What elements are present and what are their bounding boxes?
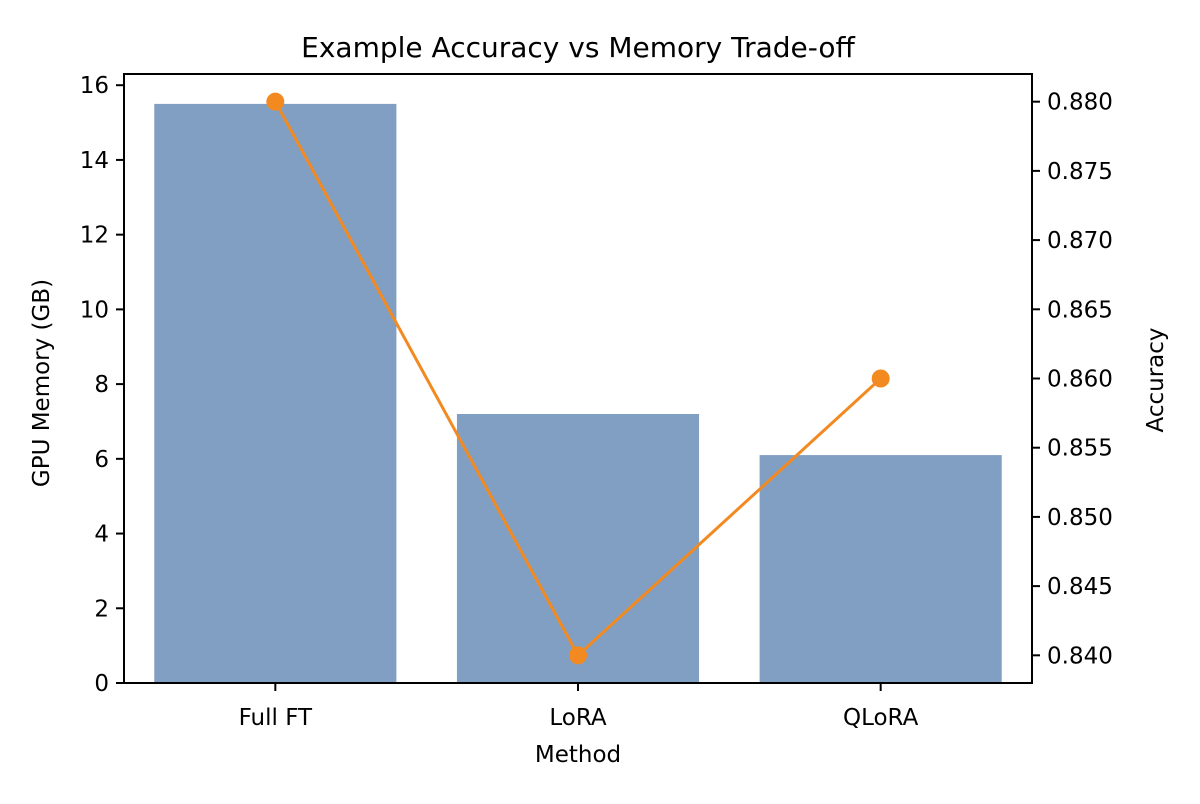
accuracy-point-qlora — [871, 369, 890, 388]
y-tick-label-right: 0.855 — [1047, 436, 1113, 462]
y-tick-label-left: 12 — [80, 223, 109, 249]
y-tick-label-left: 14 — [80, 148, 109, 174]
x-tick-label: LoRA — [549, 705, 607, 731]
y-tick-label-right: 0.840 — [1047, 643, 1113, 669]
y-tick-label-left: 0 — [94, 671, 109, 697]
y-tick-label-right: 0.880 — [1047, 90, 1113, 116]
bar-qlora — [759, 455, 1002, 683]
accuracy-line-layer — [266, 92, 890, 665]
accuracy-point-lora — [569, 646, 587, 665]
chart-title: Example Accuracy vs Memory Trade-off — [301, 31, 855, 64]
y-tick-label-right: 0.865 — [1047, 297, 1113, 323]
y-axis-title-left: GPU Memory (GB) — [29, 279, 55, 487]
bar-lora — [456, 413, 700, 683]
y-tick-label-right: 0.870 — [1047, 228, 1113, 254]
y-tick-label-left: 4 — [94, 522, 109, 548]
y-tick-label-left: 2 — [94, 596, 109, 622]
bars-layer — [154, 103, 1002, 683]
x-tick-label: QLoRA — [843, 705, 919, 731]
x-axis-title: Method — [535, 742, 621, 768]
y-tick-label-right: 0.845 — [1047, 574, 1113, 600]
y-tick-label-left: 10 — [80, 297, 109, 323]
y-tick-label-right: 0.850 — [1047, 505, 1113, 531]
bar-full-ft — [154, 103, 397, 683]
x-tick-label: Full FT — [239, 705, 313, 731]
y-axis-title-right: Accuracy — [1143, 327, 1169, 432]
y-tick-label-left: 6 — [94, 447, 109, 473]
y-tick-label-right: 0.875 — [1047, 159, 1113, 185]
ticks-layer: 0 2 4 6 8 10 12 14 16 0.840 0.845 0.850 0.855 0.860 0.… — [80, 73, 1113, 731]
y-tick-label-right: 0.860 — [1047, 367, 1113, 393]
y-tick-label-left: 16 — [80, 73, 109, 99]
y-tick-label-left: 8 — [94, 372, 109, 398]
accuracy-point-full-ft — [266, 92, 285, 111]
